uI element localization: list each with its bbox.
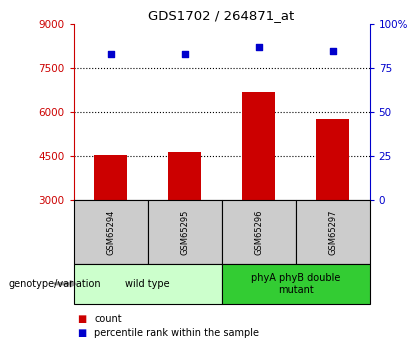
Title: GDS1702 / 264871_at: GDS1702 / 264871_at (148, 9, 295, 22)
Bar (147, 200, 222, 264)
Point (107, 51, 114, 57)
Text: count: count (94, 314, 122, 324)
Bar (222, 264, 370, 304)
Text: GSM65294: GSM65294 (106, 209, 115, 255)
Text: percentile rank within the sample: percentile rank within the sample (94, 328, 260, 338)
Bar (242, 92, 275, 200)
Point (181, 51, 188, 57)
Text: GSM65295: GSM65295 (180, 209, 189, 255)
Text: GSM65296: GSM65296 (254, 209, 263, 255)
Point (329, 48, 336, 53)
Bar (222, 200, 296, 264)
Text: ■: ■ (77, 314, 87, 324)
Bar (74, 264, 222, 304)
Bar (316, 119, 349, 200)
Text: ■: ■ (77, 328, 87, 338)
Bar (74, 200, 147, 264)
Bar (94, 155, 127, 200)
Bar (168, 152, 201, 200)
Text: GSM65297: GSM65297 (328, 209, 337, 255)
Text: genotype/variation: genotype/variation (8, 279, 101, 289)
Point (255, 44, 262, 50)
Bar (296, 200, 370, 264)
Text: phyA phyB double
mutant: phyA phyB double mutant (251, 273, 340, 295)
Text: wild type: wild type (125, 279, 170, 289)
